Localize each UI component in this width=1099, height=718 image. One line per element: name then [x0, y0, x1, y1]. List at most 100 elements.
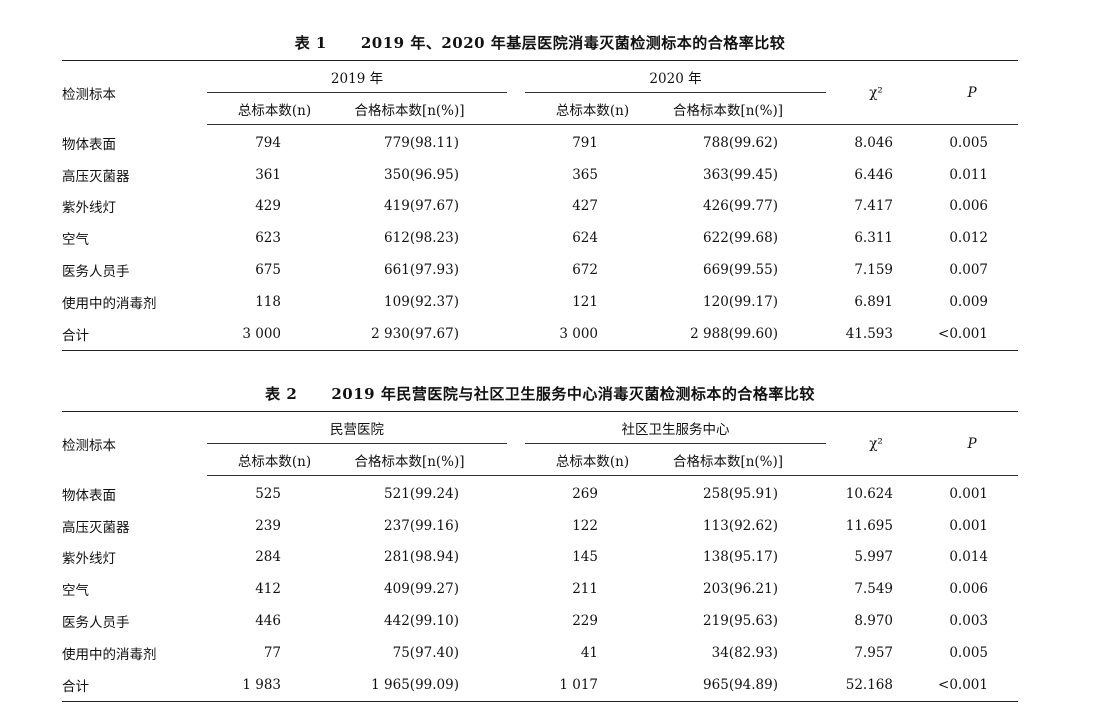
cell-c2: 612(98.23): [384, 230, 459, 247]
cell-c2: 2 930(97.67): [371, 325, 459, 342]
group-header: 2020 年: [525, 60, 826, 93]
cell-lab: 高压灭菌器: [62, 519, 130, 536]
cell-c3: 229: [572, 613, 598, 630]
cell-c3: 269: [572, 485, 598, 502]
cell-c4: 426(99.77): [703, 198, 778, 215]
cell-c4: 258(95.91): [703, 485, 778, 502]
cell-lab: 空气: [62, 232, 89, 249]
cell-c1: 3 000: [242, 325, 281, 342]
cell-lab: 空气: [62, 583, 89, 600]
cell-c2: 237(99.16): [384, 517, 459, 534]
cell-c2: 442(99.10): [384, 613, 459, 630]
cell-p: 0.009: [949, 293, 988, 310]
cell-c1: 412: [255, 581, 281, 598]
cell-c2: 1 965(99.09): [371, 676, 459, 693]
cell-c1: 118: [255, 293, 281, 310]
cell-p: 0.005: [949, 134, 988, 151]
cell-c3: 211: [572, 581, 598, 598]
cell-chi: 10.624: [845, 485, 893, 502]
cell-chi: 8.970: [854, 613, 893, 630]
cell-c3: 41: [580, 644, 598, 661]
cell-c2: 109(92.37): [384, 293, 459, 310]
cell-c3: 122: [572, 517, 598, 534]
cell-c4: 363(99.45): [703, 166, 778, 183]
table-row: 使用中的消毒剂 77 75(97.40) 41 34(82.93) 7.957 0.005: [62, 637, 1018, 669]
cell-p: 0.006: [949, 198, 988, 215]
table-caption: 2019 年、2020 年基层医院消毒灭菌检测标本的合格率比较: [360, 34, 786, 52]
cell-lab: 医务人员手: [62, 615, 130, 632]
cell-c3: 672: [572, 262, 598, 279]
cell-c4: 788(99.62): [703, 134, 778, 151]
cell-c1: 77: [263, 644, 281, 661]
cell-c4: 138(95.17): [703, 549, 778, 566]
table-row: 医务人员手 675 661(97.93) 672 669(99.55) 7.159 0.00…: [62, 254, 1018, 286]
cell-c3: 624: [572, 230, 598, 247]
table-caption: 2019 年民营医院与社区卫生服务中心消毒灭菌检测标本的合格率比较: [331, 385, 815, 403]
table-title: 表 2 2019 年民营医院与社区卫生服务中心消毒灭菌检测标本的合格率比较: [62, 383, 1018, 404]
table-row: 紫外线灯 284 281(98.94) 145 138(95.17) 5.997 0.014: [62, 542, 1018, 574]
cell-lab: 高压灭菌器: [62, 168, 130, 185]
cell-p: 0.001: [949, 485, 988, 502]
cell-p: 0.012: [949, 230, 988, 247]
header-total: 总标本数(n): [207, 92, 342, 125]
cell-chi: 6.446: [854, 166, 893, 183]
header-qualified: 合格标本数[n(%)]: [342, 443, 507, 476]
cell-c3: 121: [572, 293, 598, 310]
cell-lab: 物体表面: [62, 136, 116, 153]
cell-c4: 203(96.21): [703, 581, 778, 598]
cell-chi: 52.168: [845, 676, 893, 693]
cell-chi: 7.549: [854, 581, 893, 598]
cell-c1: 239: [255, 517, 281, 534]
header-total: 总标本数(n): [525, 443, 660, 476]
cell-c1: 525: [255, 485, 281, 502]
cell-c4: 120(99.17): [703, 293, 778, 310]
group-header: 民营医院: [207, 411, 507, 444]
header-p: P: [926, 411, 1018, 476]
table-row: 合计 1 983 1 965(99.09) 1 017 965(94.89) 52.168…: [62, 669, 1018, 701]
table-row: 紫外线灯 429 419(97.67) 427 426(99.77) 7.417 0.006: [62, 191, 1018, 223]
cell-chi: 8.046: [854, 134, 893, 151]
cell-c4: 622(99.68): [703, 230, 778, 247]
cell-c3: 145: [572, 549, 598, 566]
cell-c1: 1 983: [242, 676, 281, 693]
cell-lab: 合计: [62, 678, 89, 695]
group-header: 社区卫生服务中心: [525, 411, 826, 444]
cell-p: 0.003: [949, 613, 988, 630]
cell-c4: 965(94.89): [703, 676, 778, 693]
cell-c3: 791: [572, 134, 598, 151]
table-row: 空气 623 612(98.23) 624 622(99.68) 6.311 0.012: [62, 222, 1018, 254]
cell-c4: 34(82.93): [711, 644, 778, 661]
cell-c1: 675: [255, 262, 281, 279]
header-p: P: [926, 60, 1018, 125]
group-header: 2019 年: [207, 60, 507, 93]
cell-chi: 7.159: [854, 262, 893, 279]
table-row: 医务人员手 446 442(99.10) 229 219(95.63) 8.970 0.00…: [62, 605, 1018, 637]
cell-c1: 446: [255, 613, 281, 630]
cell-c4: 669(99.55): [703, 262, 778, 279]
table-row: 物体表面 525 521(99.24) 269 258(95.91) 10.624 0.00…: [62, 476, 1018, 510]
header-chi-square: χ²: [826, 411, 926, 476]
cell-c3: 3 000: [559, 325, 598, 342]
cell-p: 0.007: [949, 262, 988, 279]
cell-c1: 794: [255, 134, 281, 151]
cell-p: <0.001: [938, 325, 988, 342]
cell-c2: 281(98.94): [384, 549, 459, 566]
table-title: 表 1 2019 年、2020 年基层医院消毒灭菌检测标本的合格率比较: [62, 32, 1018, 53]
cell-chi: 41.593: [845, 325, 893, 342]
cell-c2: 779(98.11): [384, 134, 459, 151]
cell-c2: 521(99.24): [384, 485, 459, 502]
cell-chi: 11.695: [845, 517, 893, 534]
cell-p: <0.001: [938, 676, 988, 693]
cell-c3: 365: [572, 166, 598, 183]
cell-c4: 219(95.63): [703, 613, 778, 630]
cell-p: 0.005: [949, 644, 988, 661]
cell-c2: 419(97.67): [384, 198, 459, 215]
cell-p: 0.011: [949, 166, 988, 183]
data-table: 检测标本 2019 年 2020 年 χ² P 总标本数(n) 合格标本数[n(…: [62, 60, 1018, 351]
cell-p: 0.006: [949, 581, 988, 598]
cell-c2: 75(97.40): [392, 644, 459, 661]
table-row: 高压灭菌器 239 237(99.16) 122 113(92.62) 11.695 0.0…: [62, 510, 1018, 542]
cell-chi: 6.311: [854, 230, 893, 247]
cell-chi: 7.417: [854, 198, 893, 215]
cell-c1: 361: [255, 166, 281, 183]
